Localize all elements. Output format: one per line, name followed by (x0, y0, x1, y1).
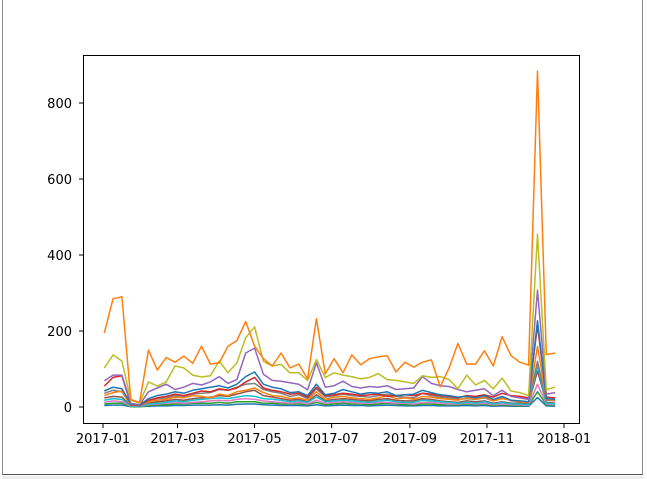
x-tick-label: 2017-09 (383, 432, 437, 447)
series-olive-line (103, 233, 556, 404)
series-orange-top-line (103, 70, 556, 404)
y-tick-label: 400 (47, 249, 72, 264)
y-tick-label: 800 (47, 97, 72, 112)
series-red-line (103, 324, 556, 407)
x-tick-label: 2017-03 (150, 432, 204, 447)
series-brown-line (104, 370, 556, 407)
series-blue-line (104, 319, 556, 406)
x-tick-label: 2017-11 (460, 432, 514, 447)
y-axis: 0 200 400 600 800 (47, 97, 84, 416)
series-pink-line (104, 383, 556, 407)
series-blue-2-line (104, 396, 556, 408)
series-orange-2-line (104, 345, 556, 407)
window-status-strip (2, 476, 644, 479)
x-tick-label: 2017-07 (304, 432, 358, 447)
series-purple-line (103, 289, 556, 406)
plot-lines (103, 70, 556, 408)
y-tick-label: 600 (47, 173, 72, 188)
x-axis: 2017-01 2017-03 2017-05 2017-07 2017-09 2017-… (76, 423, 591, 447)
x-tick-label: 2018-01 (537, 432, 591, 447)
x-tick-label: 2017-05 (227, 432, 281, 447)
series-cyan-line (104, 364, 556, 407)
y-tick-label: 0 (64, 401, 72, 416)
x-tick-label: 2017-01 (76, 432, 130, 447)
y-tick-label: 200 (47, 325, 72, 340)
